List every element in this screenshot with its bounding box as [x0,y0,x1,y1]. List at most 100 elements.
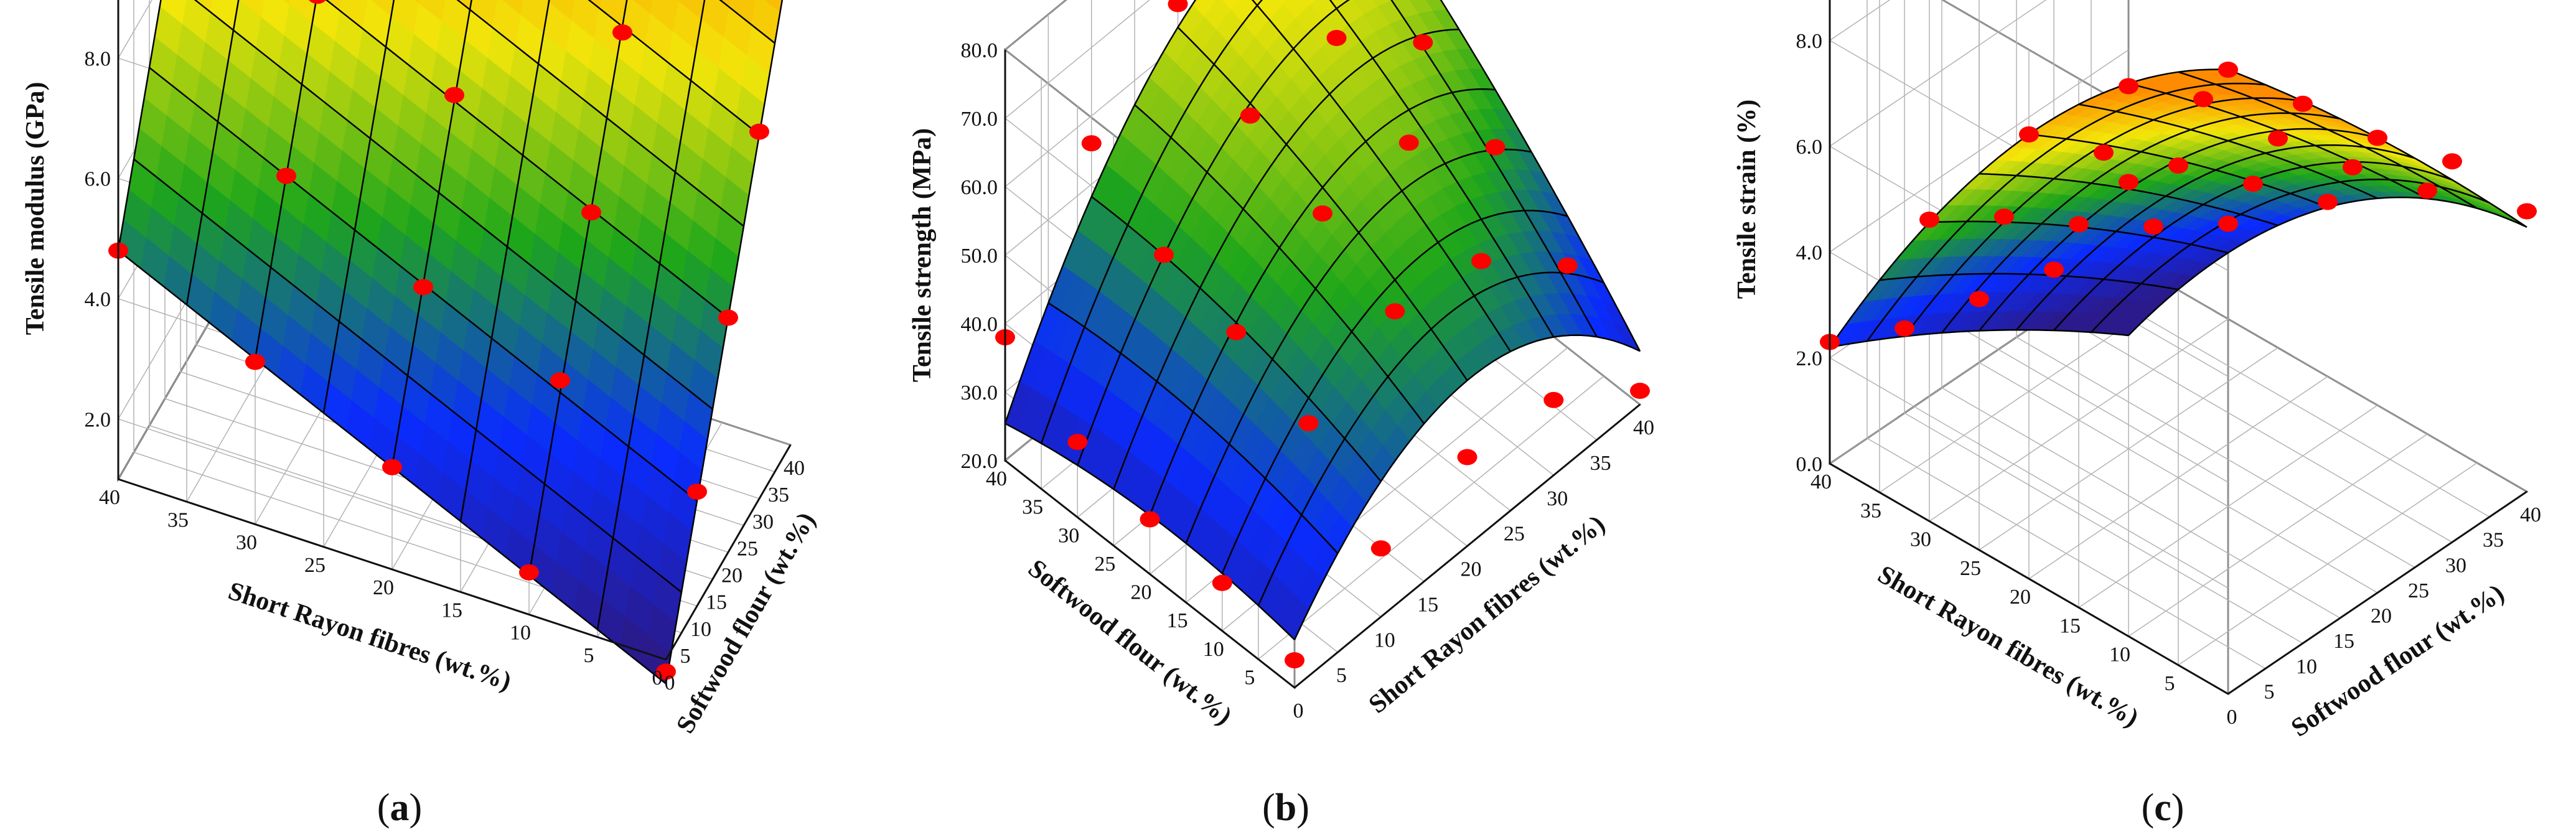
surface-patch [1252,0,1263,6]
y-tick-label: 40 [99,486,120,509]
data-point [2019,126,2039,143]
z-axis-title: Tensile modulus (GPa) [21,82,50,335]
data-point [519,564,539,581]
x-tick-label: 5 [680,645,691,668]
floor-gridline [2078,404,2378,608]
x-tick-label: 30 [2445,554,2466,577]
data-point [413,279,433,296]
floor-gridline [2128,433,2428,637]
axis-line [1005,459,1295,689]
y-tick-label: 35 [167,508,189,531]
x-tick-label: 35 [2483,529,2504,552]
z-tick-label: 30.0 [961,381,998,404]
data-point [2368,129,2387,146]
data-point [2168,157,2188,174]
y-tick-label: 5 [2165,672,2175,695]
x-tick-label: 40 [1633,416,1654,439]
x-tick-label: 10 [1374,629,1395,652]
y-tick-label: 5 [1244,666,1255,689]
x-tick-label: 20 [1461,558,1482,581]
x-tick-label: 30 [1547,487,1568,510]
x-axis-title: Short Rayon fibres (wt.%) [1364,510,1611,719]
data-point [1154,246,1174,263]
data-point [687,484,707,500]
y-tick-label: 0 [652,666,663,690]
surface-meshline [1040,0,1263,444]
data-point [2293,95,2313,112]
x-tick-label: 25 [2408,579,2429,602]
y-tick-label: 35 [1022,496,1043,519]
data-point [2218,215,2238,232]
x-tick-label: 15 [2333,630,2354,653]
data-point [1326,30,1347,46]
data-point [1557,257,1578,274]
data-point [2218,62,2238,78]
data-points [1820,62,2537,350]
z-tick-label: 8.0 [85,47,111,70]
data-point [444,87,464,103]
data-point [581,204,601,221]
response-surface [1004,0,1641,640]
y-tick-label: 30 [236,531,257,554]
y-tick-label: 40 [986,467,1007,490]
z-axis-title: Tensile strain (%) [1733,100,1761,299]
axis-line [1294,403,1641,689]
x-tick-label: 10 [2296,655,2317,678]
y-tick-label: 30 [1910,528,1931,551]
data-point [1969,291,1989,307]
z-tick-label: 2.0 [85,408,111,431]
surface-meshline [2078,103,2378,199]
x-axis-title: Softwood flour (wt.%) [2286,579,2509,742]
data-point [1471,253,1491,269]
data-point [1226,324,1247,340]
data-point [2343,159,2363,175]
data-point [656,663,676,680]
x-tick-label: 15 [706,591,727,614]
z-tick-label: 6.0 [85,168,111,191]
data-point [1994,208,2014,225]
data-point [2517,203,2537,220]
x-tick-label: 10 [690,618,711,641]
axis-line [665,444,792,660]
z-tick-label: 80.0 [961,39,998,62]
y-tick-label: 20 [1131,581,1152,604]
x-tick-label: 5 [1336,664,1347,687]
data-points [108,0,769,680]
data-point [612,24,632,41]
floor-gridline [2178,462,2478,666]
panel-label-a: (a) [377,787,422,829]
data-point [1067,434,1088,451]
y-tick-label: 15 [2059,614,2081,637]
floor-gridline [1979,347,2279,551]
chart-panel-c: 05101520253035405101520253035400.02.04.0… [1733,0,2541,742]
floor-gridline [1258,375,1604,660]
z-tick-label: 60.0 [961,176,998,199]
surface-meshline [2178,71,2478,209]
x-tick-label: 5 [2264,680,2275,703]
z-tick-label: 4.0 [1796,241,1823,264]
z-gridline [1942,0,2229,166]
surface-meshline [1879,273,2179,291]
z-tick-label: 6.0 [1796,136,1823,159]
data-point [1630,383,1650,399]
surface-meshline [1113,29,1459,490]
data-point [749,123,769,140]
data-point [2119,78,2138,95]
x-tick-label: 25 [737,537,758,560]
data-point [1895,320,1914,337]
data-point [1240,107,1260,124]
response-surface [117,0,784,685]
x-tick-label: 35 [1590,452,1611,475]
x-tick-label: 30 [752,510,774,533]
data-point [1298,415,1319,431]
y-tick-label: 25 [304,554,326,577]
axis-lines [1004,50,1641,689]
data-point [2318,194,2338,210]
x-tick-label: 0 [2227,706,2237,729]
axis-lines [117,0,792,661]
y-tick-label: 30 [1058,524,1079,547]
data-point [2442,153,2462,170]
data-point [1212,574,1232,591]
response-surface [1829,68,2527,348]
